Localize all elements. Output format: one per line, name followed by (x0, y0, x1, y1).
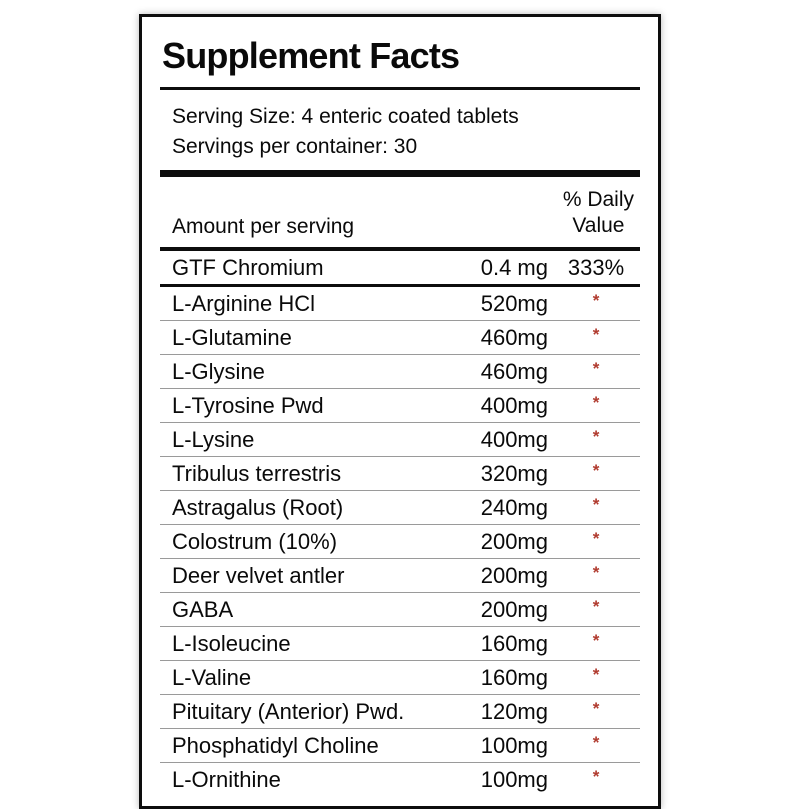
ingredient-daily-value: 333% (567, 255, 625, 280)
ingredient-daily-value: * (592, 529, 600, 548)
ingredient-daily-value: * (592, 461, 600, 480)
ingredient-name: GTF Chromium (172, 255, 324, 280)
ingredient-amount: 100mg (480, 767, 548, 792)
table-row: Astragalus (Root) 240mg * (160, 491, 640, 525)
ingredient-name: L-Lysine (172, 427, 255, 452)
ingredient-amount: 160mg (480, 665, 548, 690)
ingredient-name: Deer velvet antler (172, 563, 345, 588)
servings-per-container-text: Servings per container: 30 (172, 135, 418, 158)
ingredient-amount: 240mg (480, 495, 548, 520)
table-row: Deer velvet antler 200mg * (160, 559, 640, 593)
ingredient-amount: 200mg (480, 597, 548, 622)
ingredient-name: Tribulus terrestris (172, 461, 342, 486)
table-row: L-Glutamine 460mg * (160, 321, 640, 355)
serving-info-block: Serving Size: 4 enteric coated tablets S… (160, 90, 640, 177)
ingredient-amount: 460mg (480, 325, 548, 350)
ingredient-daily-value: * (592, 699, 600, 718)
column-header-row: Amount per serving % Daily Value (160, 177, 640, 251)
ingredient-amount: 0.4 mg (480, 255, 548, 280)
table-row: L-Valine 160mg * (160, 661, 640, 695)
ingredient-amount: 520mg (480, 291, 548, 316)
ingredient-amount: 320mg (480, 461, 548, 486)
ingredient-amount: 400mg (480, 393, 548, 418)
ingredient-amount: 460mg (480, 359, 548, 384)
ingredient-daily-value: * (592, 495, 600, 514)
ingredient-daily-value: * (592, 563, 600, 582)
ingredient-name: GABA (172, 597, 234, 622)
ingredient-amount: 100mg (480, 733, 548, 758)
ingredient-amount: 200mg (480, 563, 548, 588)
table-row: L-Ornithine 100mg * (160, 763, 640, 796)
table-row: GABA 200mg * (160, 593, 640, 627)
table-row: Phosphatidyl Choline 100mg * (160, 729, 640, 763)
ingredient-daily-value: * (592, 631, 600, 650)
percent-daily-value-header: % Daily Value (562, 188, 634, 237)
ingredient-name: Astragalus (Root) (172, 495, 344, 520)
ingredient-daily-value: * (592, 393, 600, 412)
ingredient-name: Phosphatidyl Choline (172, 733, 379, 758)
table-row: L-Lysine 400mg * (160, 423, 640, 457)
ingredient-amount: 400mg (480, 427, 548, 452)
facts-rows: GTF Chromium 0.4 mg 333% L-Arginine HCl … (160, 251, 640, 796)
ingredient-daily-value: * (592, 597, 600, 616)
supplement-facts-panel: Supplement Facts Serving Size: 4 enteric… (139, 14, 661, 809)
ingredient-daily-value: * (592, 291, 600, 310)
table-row: GTF Chromium 0.4 mg 333% (160, 251, 640, 287)
table-row: Pituitary (Anterior) Pwd. 120mg * (160, 695, 640, 729)
ingredient-daily-value: * (592, 733, 600, 752)
ingredient-amount: 120mg (480, 699, 548, 724)
ingredient-amount: 160mg (480, 631, 548, 656)
table-row: L-Arginine HCl 520mg * (160, 287, 640, 321)
ingredient-daily-value: * (592, 427, 600, 446)
table-row: L-Isoleucine 160mg * (160, 627, 640, 661)
ingredient-name: Pituitary (Anterior) Pwd. (172, 699, 405, 724)
ingredient-name: L-Isoleucine (172, 631, 291, 656)
amount-per-serving-header: Amount per serving (172, 215, 355, 238)
supplement-facts-title: Supplement Facts (160, 31, 640, 90)
ingredient-name: L-Glutamine (172, 325, 292, 350)
ingredient-name: L-Arginine HCl (172, 291, 316, 316)
ingredient-name: Colostrum (10%) (172, 529, 338, 554)
ingredient-daily-value: * (592, 359, 600, 378)
ingredient-daily-value: * (592, 767, 600, 786)
ingredient-daily-value: * (592, 325, 600, 344)
table-row: L-Tyrosine Pwd 400mg * (160, 389, 640, 423)
ingredient-name: L-Tyrosine Pwd (172, 393, 324, 418)
serving-size-text: Serving Size: 4 enteric coated tablets (172, 105, 519, 128)
ingredient-name: L-Valine (172, 665, 252, 690)
table-row: L-Glysine 460mg * (160, 355, 640, 389)
ingredient-name: L-Ornithine (172, 767, 281, 792)
table-row: Colostrum (10%) 200mg * (160, 525, 640, 559)
ingredient-amount: 200mg (480, 529, 548, 554)
ingredient-daily-value: * (592, 665, 600, 684)
ingredient-name: L-Glysine (172, 359, 265, 384)
table-row: Tribulus terrestris 320mg * (160, 457, 640, 491)
